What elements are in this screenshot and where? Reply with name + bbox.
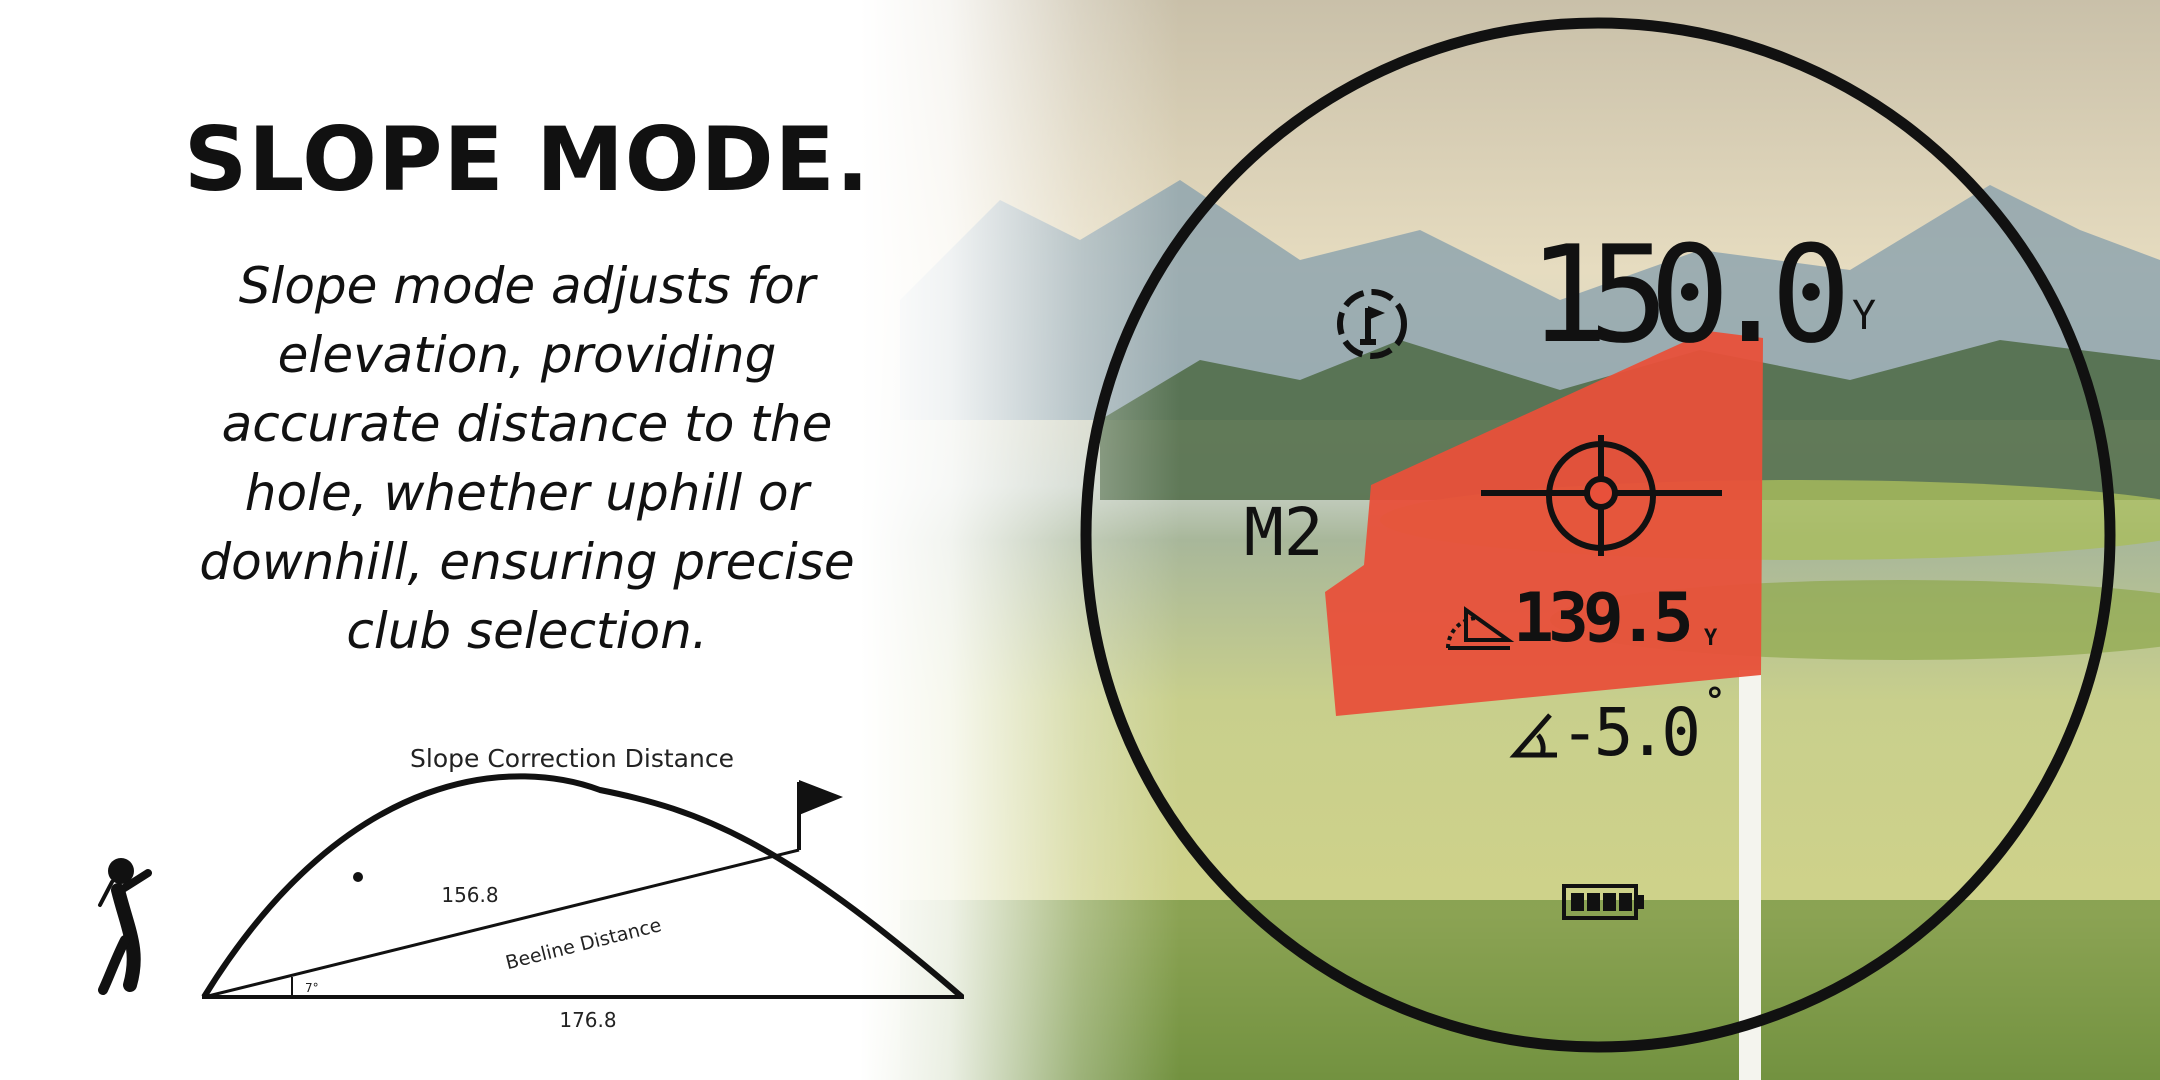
description: Slope mode adjusts for elevation, provid… (199, 257, 855, 660)
flag-lock-icon (1337, 289, 1407, 359)
mode-indicator: M2 (1244, 494, 1324, 571)
red-flag (1325, 331, 1763, 716)
slope-distance-icon (1446, 606, 1515, 650)
golfer-icon (98, 858, 152, 995)
angle-icon (1509, 713, 1557, 758)
flag-pole (1739, 670, 1761, 1080)
beeline-value: 156.8 (441, 883, 498, 907)
horizontal-value: 176.8 (559, 1008, 616, 1032)
flag-icon (799, 780, 843, 815)
angle-label: 7° (305, 981, 319, 995)
slope-diagram: Slope Correction Distance 156.8 Beeline … (98, 744, 964, 1032)
angle-unit: ° (1704, 681, 1726, 722)
distance-unit: Y (1852, 293, 1877, 339)
trajectory-arc (201, 773, 964, 1000)
page-title: SLOPE MODE. (183, 108, 871, 211)
slope-unit: Y (1704, 626, 1718, 651)
battery-icon (1562, 884, 1644, 920)
diagram-title: Slope Correction Distance (410, 744, 734, 773)
crosshair-icon (1481, 435, 1722, 556)
beeline (203, 848, 800, 999)
distance-readout: 150.0 (1528, 217, 1851, 373)
scope-ring (1080, 17, 2116, 1053)
angle-readout: -5.0 (1560, 694, 1701, 771)
slope-distance-readout: 139.5 (1513, 579, 1694, 658)
